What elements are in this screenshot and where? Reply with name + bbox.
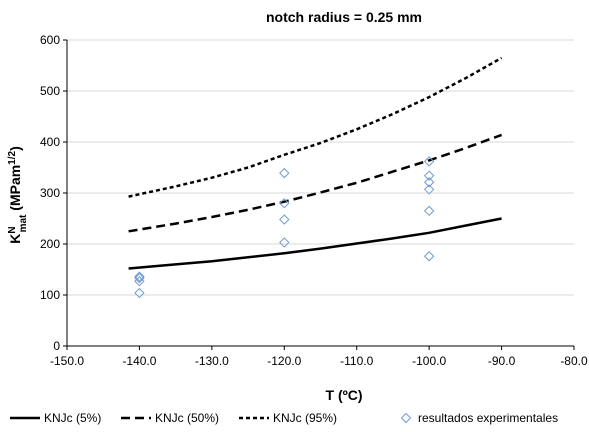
data-point-experimental <box>279 167 290 179</box>
x-tick-label: -140.0 <box>122 354 156 368</box>
chart-title: notch radius = 0.25 mm <box>266 9 422 25</box>
data-point-experimental <box>279 214 290 225</box>
legend-label: KNJc (50%) <box>155 411 219 425</box>
data-point-experimental <box>134 287 145 299</box>
data-point-experimental <box>423 170 435 181</box>
y-tick-label: 500 <box>40 84 60 98</box>
x-tick-label: -120.0 <box>267 354 301 368</box>
series-line-solid <box>128 217 502 270</box>
y-tick-label: 200 <box>40 237 60 251</box>
y-axis-title: KNmat (MPam1/2) <box>7 146 29 244</box>
axes: 0 100 200 300 400 500 600 -150.0 -140.0 -130.0 -12… <box>40 33 588 368</box>
data-point-experimental <box>134 272 145 284</box>
y-tick-label: 0 <box>53 339 60 353</box>
legend: KNJc (5%) KNJc (50%) KNJc (95%) resultados … <box>10 411 558 425</box>
x-tick-label: -90.0 <box>488 354 516 368</box>
x-tick-label: -80.0 <box>560 354 588 368</box>
data-point-experimental <box>134 271 145 282</box>
data-point-experimental <box>423 177 435 188</box>
data-point-experimental <box>134 276 145 287</box>
legend-label: KNJc (95%) <box>273 411 337 425</box>
y-tick-label: 100 <box>40 288 60 302</box>
data-point-experimental <box>423 251 435 262</box>
x-tick-label: -150.0 <box>50 354 84 368</box>
data-point-experimental <box>279 237 290 248</box>
data-point-experimental <box>279 197 290 209</box>
x-tick-label: -110.0 <box>340 354 373 368</box>
y-tick-label: 600 <box>40 33 60 47</box>
x-tick-label: -130.0 <box>195 354 229 368</box>
grid-lines <box>67 39 574 296</box>
legend-label: resultados experimentales <box>418 411 558 425</box>
data-point-experimental <box>423 205 435 217</box>
y-tick-label: 400 <box>40 135 60 149</box>
data-point-experimental <box>423 184 435 195</box>
y-tick-label: 300 <box>40 186 60 200</box>
x-tick-label: -100.0 <box>412 354 446 368</box>
series-layer <box>128 56 503 299</box>
x-axis-title: T (ºC) <box>326 387 363 403</box>
series-line-dashed <box>128 133 503 233</box>
series-line-dotted <box>128 56 503 198</box>
data-point-experimental <box>423 156 435 167</box>
legend-marker-diamond <box>400 412 412 424</box>
legend-label: KNJc (5%) <box>44 411 101 425</box>
